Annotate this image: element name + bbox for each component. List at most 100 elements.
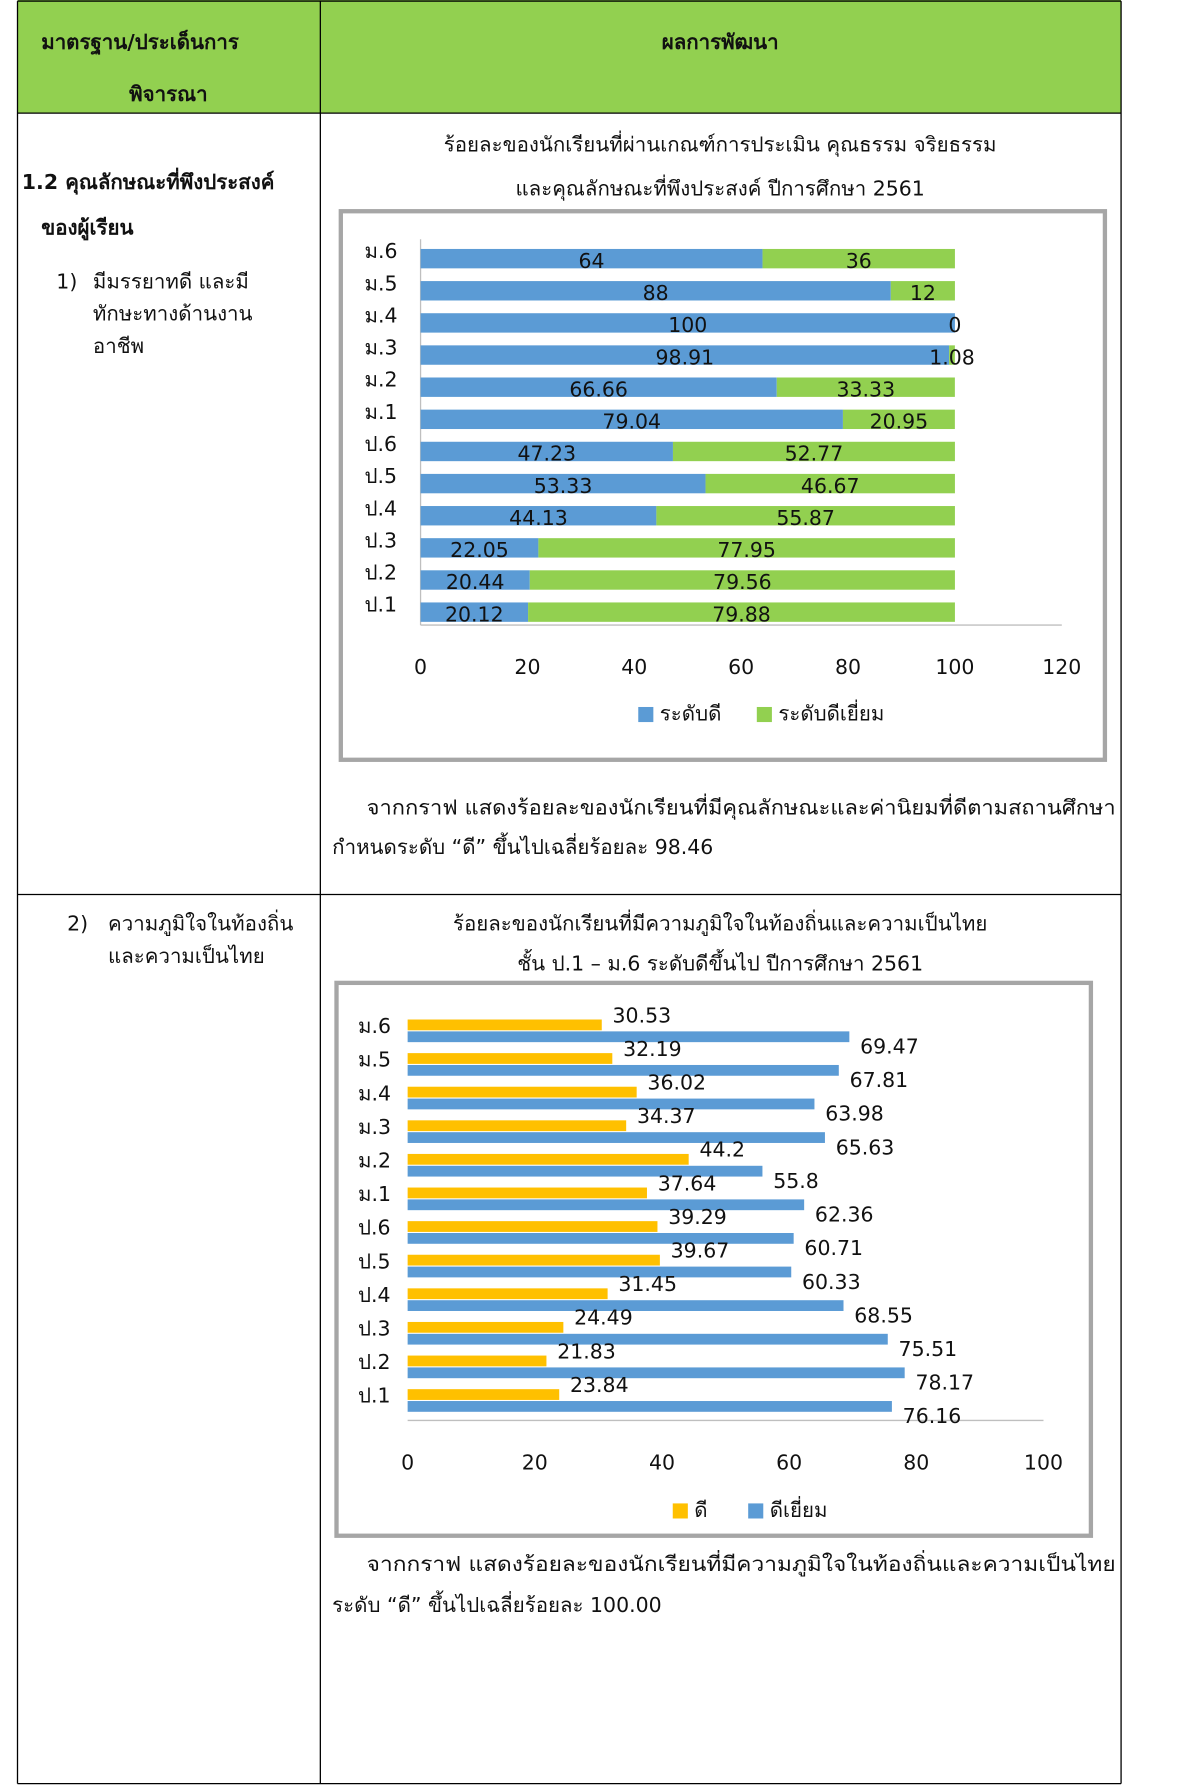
summary-text: จากกราฟ แสดงร้อยละของนักเรียนที่มีความภู… — [367, 1550, 1116, 1577]
data-label: 24.49 — [574, 1306, 633, 1330]
bar — [407, 1153, 689, 1165]
data-label: 68.55 — [854, 1303, 913, 1327]
bar — [407, 1165, 763, 1177]
header-bg — [17, 0, 1122, 114]
category-label: ป.3 — [358, 1317, 391, 1341]
x-tick-label: 60 — [776, 1451, 802, 1475]
category-label: ม.6 — [358, 1014, 391, 1038]
data-label: 63.98 — [825, 1102, 884, 1126]
table-lines — [16, 0, 1122, 1785]
bar-segment — [420, 313, 955, 333]
bar — [407, 1132, 825, 1143]
bar — [407, 1367, 905, 1379]
data-label: 65.63 — [836, 1135, 895, 1159]
x-tick-label: 100 — [935, 655, 974, 679]
data-label: 66.66 — [569, 377, 628, 401]
bar — [407, 1098, 815, 1110]
data-label: 79.56 — [713, 570, 772, 594]
bar-segment — [776, 377, 955, 397]
bar-segment — [420, 602, 529, 622]
data-label: 100 — [668, 313, 707, 337]
category-label: ป.4 — [358, 1283, 391, 1307]
bar — [407, 1064, 839, 1076]
data-label: 20.95 — [870, 410, 929, 434]
data-label: 52.77 — [785, 442, 844, 466]
bar-segment — [949, 345, 955, 365]
summary-text: กำหนดระดับ “ดี” ขึ้นไปเฉลี่ยร้อยละ 98.46 — [332, 832, 713, 859]
data-label: 98.91 — [656, 345, 715, 369]
bar — [407, 1019, 602, 1031]
bar — [407, 1199, 805, 1211]
bar — [407, 1288, 608, 1300]
item-text: มีมรรยาทดี และมี — [93, 269, 249, 293]
category-label: ม.5 — [365, 271, 398, 295]
category-label: ป.5 — [365, 464, 398, 488]
x-tick-label: 0 — [414, 655, 427, 679]
data-label: 53.33 — [534, 474, 593, 498]
data-label: 37.64 — [658, 1171, 717, 1195]
category-label: ป.4 — [365, 496, 398, 520]
x-tick-label: 40 — [621, 655, 647, 679]
item-text: และความเป็นไทย — [108, 943, 265, 968]
category-label: ป.3 — [365, 528, 398, 552]
bar-segment — [420, 281, 891, 301]
bar — [407, 1120, 627, 1132]
category-label: ป.5 — [358, 1249, 391, 1273]
bar — [407, 1031, 850, 1043]
data-label: 31.45 — [618, 1272, 677, 1296]
bar — [407, 1401, 892, 1412]
item-text: ทักษะทางด้านงาน — [93, 302, 253, 326]
bar-segment — [420, 441, 673, 462]
category-label: ป.6 — [365, 432, 398, 456]
bar — [407, 1086, 637, 1098]
bar — [407, 1266, 792, 1278]
data-label: 36.02 — [647, 1070, 706, 1094]
bar-segment — [420, 345, 950, 365]
data-label: 75.51 — [899, 1337, 958, 1361]
data-label: 21.83 — [557, 1339, 616, 1363]
item-text: อาชีพ — [93, 334, 144, 358]
data-label: 39.67 — [671, 1239, 730, 1263]
data-label: 39.29 — [668, 1205, 727, 1229]
legend-swatch — [672, 1503, 688, 1519]
data-label: 78.17 — [915, 1371, 974, 1395]
legend-swatch — [756, 706, 772, 723]
data-label: 46.67 — [801, 474, 860, 498]
x-tick-label: 40 — [649, 1451, 675, 1475]
data-label: 67.81 — [850, 1068, 909, 1092]
data-label: 22.05 — [450, 538, 509, 562]
data-label: 20.44 — [446, 570, 505, 594]
bar — [407, 1254, 660, 1266]
category-label: ม.2 — [358, 1148, 391, 1172]
bar — [407, 1221, 658, 1232]
bar-segment — [890, 281, 955, 301]
data-label: 60.33 — [802, 1270, 861, 1294]
x-tick-label: 100 — [1024, 1451, 1063, 1475]
data-label: 55.87 — [776, 506, 835, 530]
category-label: ม.2 — [365, 368, 398, 392]
header-text: พิจารณา — [129, 82, 207, 106]
bar-segment — [672, 441, 955, 462]
data-label: 88 — [643, 281, 669, 305]
data-label: 55.8 — [773, 1169, 819, 1193]
legend-swatch — [748, 1503, 764, 1519]
x-tick-label: 80 — [903, 1451, 929, 1475]
chart-title: ร้อยละของนักเรียนที่ผ่านเกณฑ์การประเมิน … — [444, 130, 997, 157]
x-tick-label: 60 — [728, 655, 754, 679]
category-label: ม.5 — [358, 1048, 391, 1072]
data-label: 30.53 — [613, 1003, 672, 1027]
bar-segment — [842, 409, 955, 430]
bar-segment — [705, 473, 955, 494]
category-label: ม.4 — [365, 303, 398, 327]
data-label: 60.71 — [804, 1236, 863, 1260]
item-number: 2) — [67, 912, 88, 936]
x-tick-label: 120 — [1042, 655, 1081, 679]
bar-segment — [528, 602, 955, 622]
bar — [407, 1232, 794, 1244]
data-label: 33.33 — [837, 377, 896, 401]
data-label: 79.04 — [602, 410, 661, 434]
bar — [407, 1389, 560, 1400]
bar-segment — [656, 506, 955, 526]
